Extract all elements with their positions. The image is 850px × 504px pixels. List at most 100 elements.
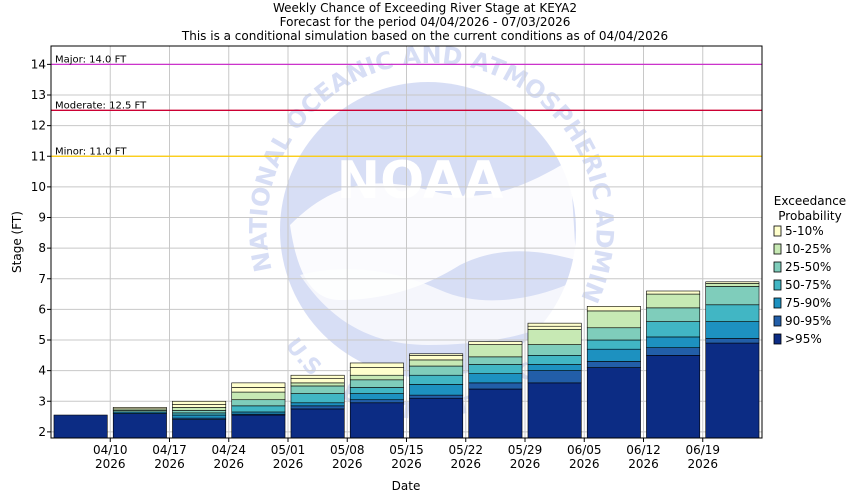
bar-segment xyxy=(646,293,701,309)
bar-segment xyxy=(409,374,464,385)
bar-segment xyxy=(409,384,464,396)
bar-segment xyxy=(172,414,227,419)
bar-segment xyxy=(646,336,701,348)
x-tick-label-year: 2026 xyxy=(213,457,244,471)
y-tick-label: 14 xyxy=(31,57,46,71)
bar-segment xyxy=(349,387,404,394)
x-tick-label-date: 06/12 xyxy=(626,443,661,457)
x-axis-title: Date xyxy=(392,479,421,493)
x-tick-label-date: 05/08 xyxy=(330,443,365,457)
bar-segment xyxy=(586,361,641,368)
legend-item-label: >95% xyxy=(785,332,822,346)
bar-segment xyxy=(586,339,641,350)
x-tick-label-year: 2026 xyxy=(332,457,363,471)
bar-segment xyxy=(468,356,523,365)
bar-segment xyxy=(172,407,227,411)
x-tick-label-date: 06/05 xyxy=(567,443,602,457)
legend-swatch xyxy=(773,225,782,237)
y-tick-label: 12 xyxy=(31,119,46,133)
bar-segment xyxy=(172,412,227,416)
bar-segment xyxy=(705,281,760,284)
bar-segment xyxy=(290,402,345,407)
bar-segment xyxy=(586,327,641,341)
bar-segment xyxy=(409,359,464,367)
bar-segment xyxy=(53,414,108,439)
bar-segment xyxy=(290,374,345,379)
chart-subtitle-period: Forecast for the period 04/04/2026 - 07/… xyxy=(280,15,571,29)
y-tick-label: 4 xyxy=(38,364,46,378)
y-tick-label: 11 xyxy=(31,149,46,163)
y-tick-label: 7 xyxy=(38,272,46,286)
x-tick-label-date: 05/15 xyxy=(389,443,424,457)
y-tick-label: 8 xyxy=(38,241,46,255)
bar-segment xyxy=(172,400,227,405)
bar-segment xyxy=(646,347,701,356)
bar-segment xyxy=(172,410,227,414)
y-axis-title: Stage (FT) xyxy=(10,211,24,273)
bar-segment xyxy=(705,342,760,439)
bar-segment xyxy=(231,414,286,439)
y-tick-label: 5 xyxy=(38,333,46,347)
bar-stack-group xyxy=(53,281,760,439)
bar-segment xyxy=(290,405,345,410)
bar-segment xyxy=(468,344,523,358)
y-tick-label: 10 xyxy=(31,180,46,194)
bar-segment xyxy=(349,362,404,368)
bar-segment xyxy=(527,328,582,345)
bar-segment xyxy=(231,405,286,413)
bar-segment xyxy=(231,399,286,407)
x-tick-label-date: 06/19 xyxy=(685,443,720,457)
y-tick-label: 6 xyxy=(38,302,46,316)
x-tick-label-year: 2026 xyxy=(450,457,481,471)
bar-segment xyxy=(349,367,404,376)
bar-segment xyxy=(705,338,760,344)
x-tick-label-date: 04/24 xyxy=(211,443,246,457)
bar-segment xyxy=(468,373,523,384)
bar-segment xyxy=(290,377,345,384)
bar-segment xyxy=(527,382,582,439)
x-tick-label-date: 05/29 xyxy=(508,443,543,457)
legend-item-label: 25-50% xyxy=(785,260,831,274)
bar-segment xyxy=(586,310,641,329)
bar-segment xyxy=(409,397,464,439)
bar-segment xyxy=(409,394,464,399)
flood-level-lines: Major: 14.0 FT Moderate: 12.5 FT Minor: 11… xyxy=(51,54,762,157)
x-tick-label-year: 2026 xyxy=(391,457,422,471)
bar-segment xyxy=(586,367,641,439)
legend-item-label: 75-90% xyxy=(785,296,831,310)
bar-segment xyxy=(290,385,345,394)
bar-segment xyxy=(527,370,582,384)
bar-segment xyxy=(527,364,582,371)
bar-segment xyxy=(527,355,582,365)
bar-segment xyxy=(290,382,345,387)
bar-segment xyxy=(231,382,286,388)
bar-segment xyxy=(468,364,523,374)
x-tick-label-year: 2026 xyxy=(687,457,718,471)
bar-segment xyxy=(409,355,464,361)
bar-segment xyxy=(468,388,523,439)
legend-title-line2: Probability xyxy=(778,209,841,223)
flood-level-label: Moderate: 12.5 FT xyxy=(55,100,147,111)
svg-text:NOAA: NOAA xyxy=(337,151,504,211)
x-tick-label-date: 05/22 xyxy=(448,443,483,457)
bar-segment xyxy=(112,407,167,410)
legend-item-label: 5-10% xyxy=(785,224,824,238)
legend-swatch xyxy=(773,333,782,345)
legend-swatch xyxy=(773,243,782,255)
x-tick-label-date: 05/01 xyxy=(271,443,306,457)
bar-segment xyxy=(409,353,464,356)
axes: 23456789101112131404/10202604/17202604/2… xyxy=(31,45,763,471)
chart-title: Weekly Chance of Exceeding River Stage a… xyxy=(273,1,577,15)
legend-swatch xyxy=(773,261,782,273)
bar-segment xyxy=(586,306,641,312)
bar-segment xyxy=(468,341,523,345)
bar-segment xyxy=(705,286,760,306)
bar-segment xyxy=(646,290,701,295)
legend-item-label: 10-25% xyxy=(785,242,831,256)
y-tick-label: 3 xyxy=(38,394,46,408)
flood-level-label: Major: 14.0 FT xyxy=(55,54,127,65)
bar-segment xyxy=(468,382,523,390)
bar-segment xyxy=(349,374,404,381)
bar-segment xyxy=(349,379,404,388)
